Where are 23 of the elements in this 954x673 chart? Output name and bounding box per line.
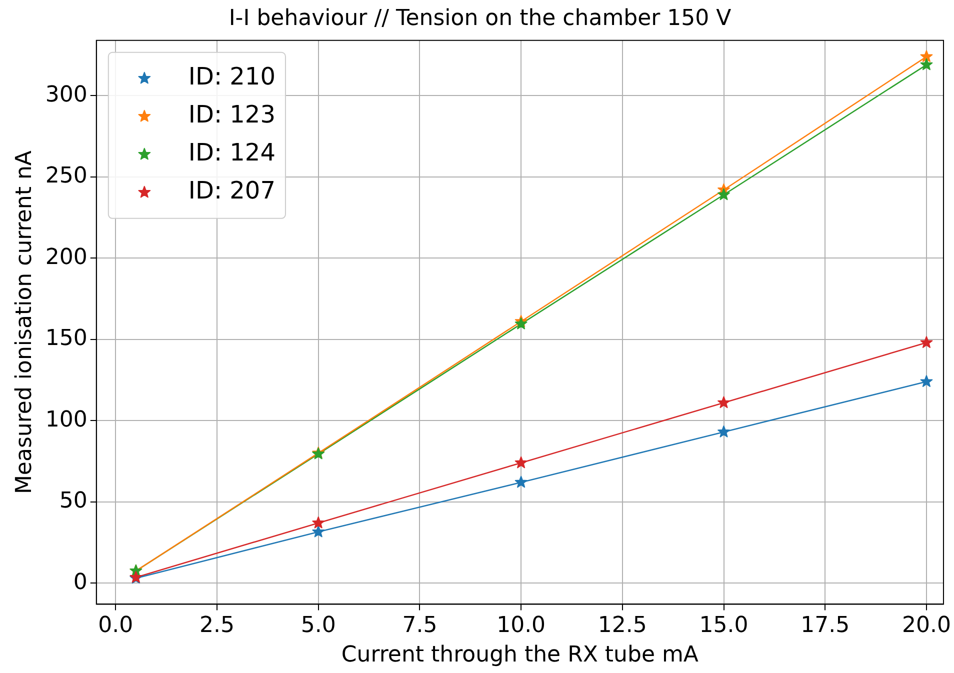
x-tick-label: 5.0: [300, 613, 336, 638]
legend-label: ID: 124: [188, 138, 276, 167]
chart-title: I-I behaviour // Tension on the chamber 150 V: [228, 6, 732, 31]
y-tick-label: 200: [45, 244, 88, 270]
x-axis-title: Current through the RX tube mA: [341, 642, 698, 668]
legend-label: ID: 207: [188, 176, 276, 205]
x-tick-label: 20.0: [902, 613, 951, 638]
x-tick-label: 7.5: [402, 613, 438, 638]
x-tick-label: 0.0: [98, 613, 134, 638]
y-axis-title: Measured ionisation current nA: [12, 150, 37, 494]
y-tick-label: 100: [45, 407, 88, 432]
y-tick-label: 150: [45, 326, 88, 352]
x-tick-label: 17.5: [800, 613, 850, 638]
y-tick-label: 50: [59, 488, 88, 514]
y-tick-label: 0: [73, 570, 88, 595]
x-tick-label: 10.0: [496, 613, 546, 638]
legend-label: ID: 123: [188, 100, 276, 129]
y-tick-label: 250: [45, 164, 88, 189]
legend-label: ID: 210: [188, 62, 276, 91]
x-tick-label: 2.5: [200, 613, 234, 638]
x-tick-label: 12.5: [598, 613, 647, 638]
x-tick-label: 15.0: [699, 613, 748, 638]
y-tick-label: 300: [45, 82, 88, 108]
